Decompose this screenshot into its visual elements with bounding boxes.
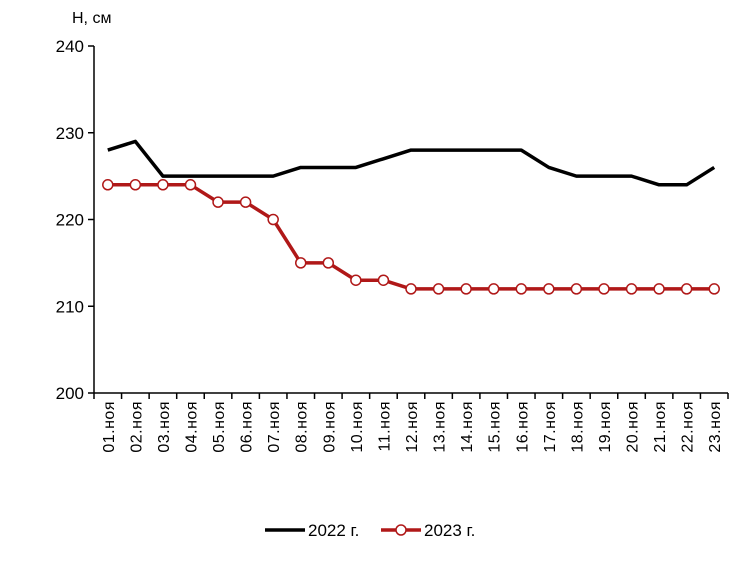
x-tick-label: 09.ноя — [321, 401, 338, 453]
x-tick-label: 05.ноя — [211, 401, 228, 453]
x-tick-label: 20.ноя — [625, 401, 642, 453]
x-tick-label: 15.ноя — [487, 401, 504, 453]
series-layer — [102, 139, 720, 295]
y-axis-label: Н, см — [72, 10, 111, 27]
x-tick-label: 07.ноя — [266, 401, 283, 453]
x-tick-label: 23.ноя — [707, 401, 724, 453]
data-point — [157, 179, 169, 191]
x-tick-label: 14.ноя — [459, 401, 476, 453]
data-point — [432, 283, 445, 295]
x-tick-label: 13.ноя — [432, 401, 449, 453]
series-line-1 — [107, 139, 716, 187]
x-tick-label: 03.ноя — [156, 401, 173, 453]
data-point — [653, 283, 665, 295]
data-point — [515, 283, 528, 295]
data-point — [487, 283, 500, 295]
x-tick-label: 21.ноя — [652, 401, 669, 453]
data-point — [405, 283, 417, 295]
data-point — [708, 283, 720, 295]
y-ticks: 200 210 220 230 240 — [56, 37, 94, 403]
data-point — [267, 213, 279, 226]
data-point — [350, 274, 362, 286]
axes — [93, 46, 728, 394]
x-tick-label: 02.ноя — [128, 401, 145, 453]
y-tick-label: 210 — [56, 297, 84, 316]
legend-marker-2 — [395, 524, 407, 536]
data-point — [680, 283, 693, 295]
data-point — [102, 179, 114, 191]
data-point — [570, 283, 583, 295]
data-point — [543, 283, 555, 295]
data-point — [239, 196, 252, 208]
x-tick-label: 04.ноя — [183, 401, 200, 453]
x-tick-label: 10.ноя — [349, 401, 366, 453]
x-tick-label: 11.ноя — [376, 401, 393, 451]
x-tick-label: 08.ноя — [294, 401, 311, 453]
legend: 2022 г. 2023 г. — [265, 521, 475, 540]
data-point — [212, 196, 224, 208]
y-tick-label: 200 — [56, 384, 84, 403]
x-tick-label: 16.ноя — [514, 401, 531, 453]
y-tick-label: 220 — [56, 211, 84, 230]
data-point — [294, 257, 307, 269]
legend-label-2: 2023 г. — [424, 521, 475, 540]
x-tick-label: 12.ноя — [404, 401, 421, 453]
data-point — [129, 179, 142, 191]
data-point — [322, 257, 335, 269]
data-point — [598, 283, 610, 295]
x-tick-label: 06.ноя — [239, 401, 256, 453]
x-tick-label: 22.ноя — [680, 401, 697, 453]
data-point — [460, 283, 472, 295]
data-point — [377, 274, 390, 286]
x-tick-label: 19.ноя — [597, 401, 614, 453]
x-tick-label: 01.ноя — [101, 401, 118, 453]
x-tick-label: 17.ноя — [542, 401, 559, 453]
data-point — [184, 179, 197, 191]
x-ticks: 01.ноя 02.ноя 03.ноя 04.ноя 05.ноя 06.ноя 07.н… — [93, 393, 729, 453]
legend-label-1: 2022 г. — [308, 521, 359, 540]
series-line-2 — [107, 183, 715, 291]
data-point — [625, 283, 638, 295]
x-tick-label: 18.ноя — [569, 401, 586, 453]
y-tick-label: 230 — [56, 124, 84, 143]
y-tick-label: 240 — [56, 37, 84, 56]
